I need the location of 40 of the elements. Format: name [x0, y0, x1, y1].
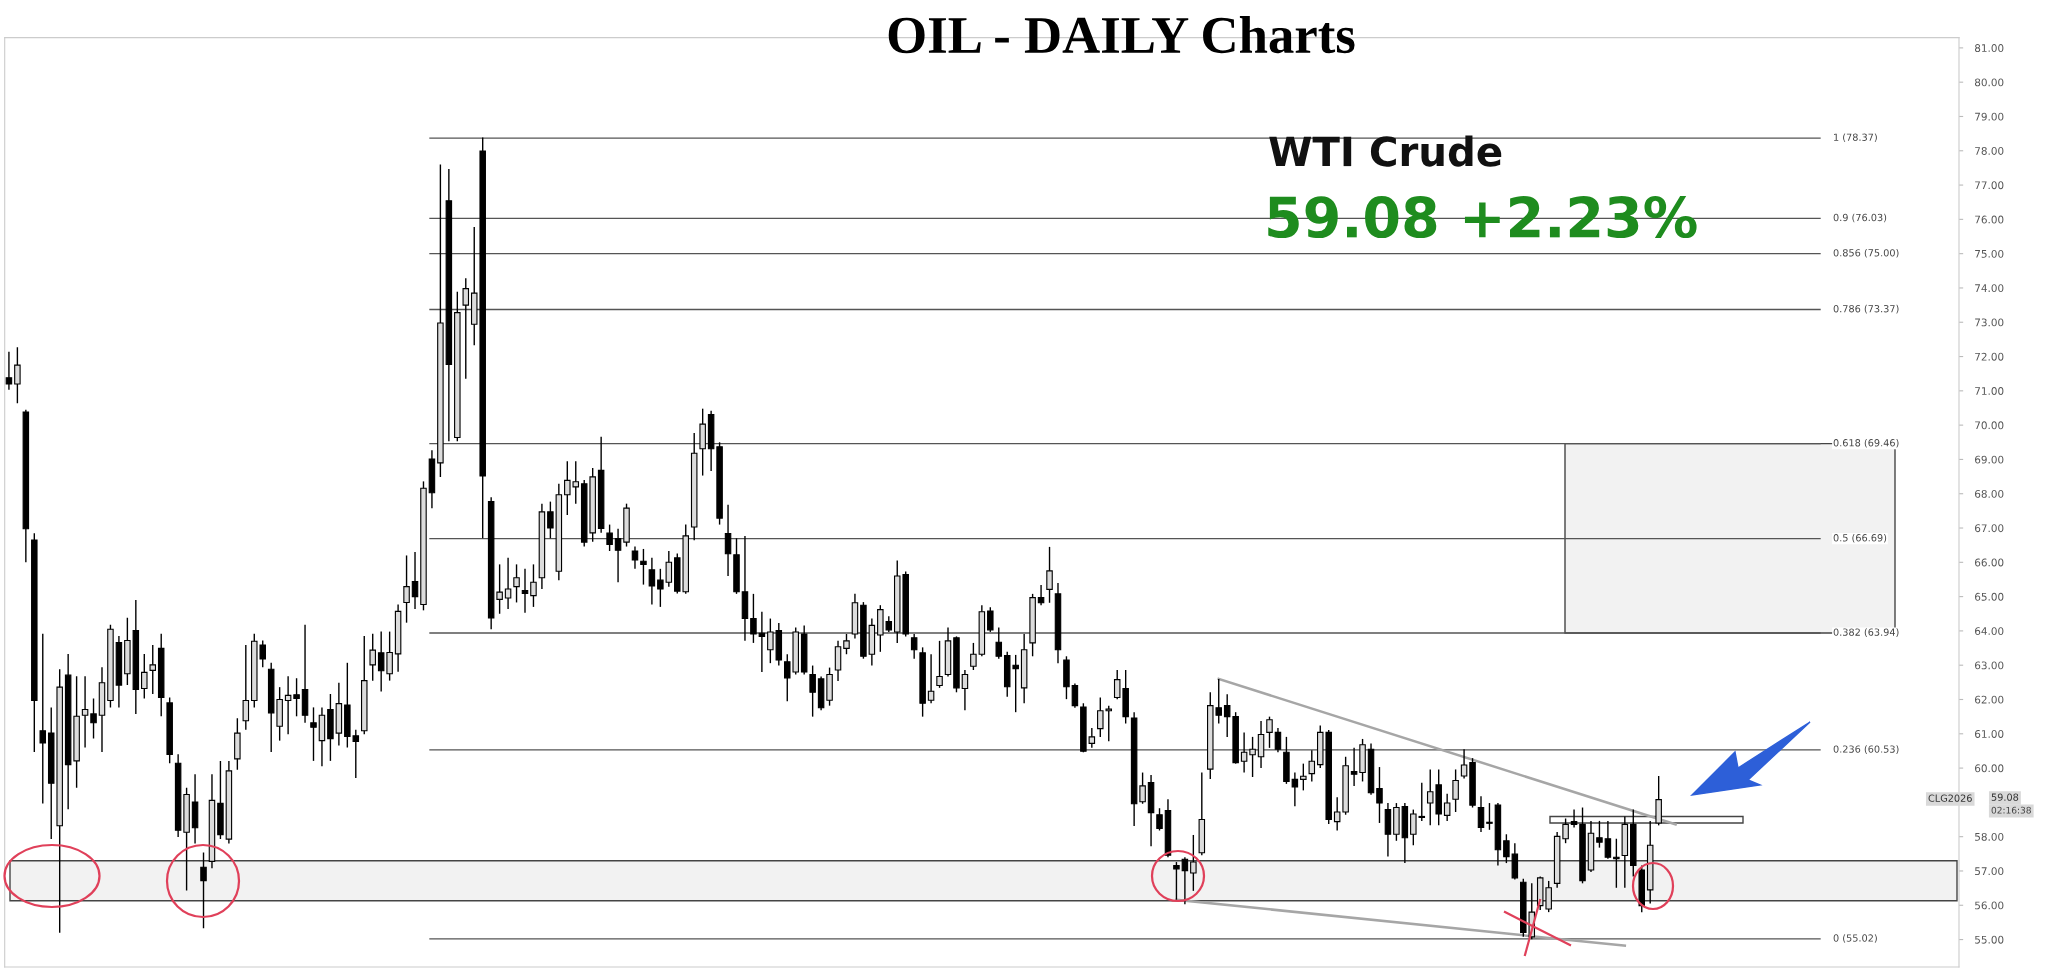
- y-tick-label: 74.00: [1975, 284, 2004, 293]
- text: 59.08: [1991, 793, 2019, 801]
- ref-line-label: 1 (78.37): [1834, 133, 1877, 143]
- y-tick-label: 55.00: [1975, 935, 2004, 944]
- y-tick-label: 70.00: [1975, 421, 2004, 430]
- ref-line-label: 0 (55.02): [1833, 934, 1877, 943]
- y-tick-label: 77.00: [1975, 181, 2004, 190]
- ref-line-label: 0.5 (66.69): [1833, 533, 1887, 543]
- y-tick-label: 56.00: [1975, 901, 2004, 910]
- y-tick-label: 66.00: [1975, 558, 2004, 567]
- y-tick-label: 64.00: [1975, 627, 2004, 636]
- ref-line-label: 0.236 (60.53): [1833, 745, 1899, 754]
- y-tick-label: 76.00: [1975, 215, 2004, 224]
- chart-title: OIL - DAILY Charts: [888, 16, 1355, 54]
- y-tick-label: 57.00: [1975, 867, 2004, 876]
- y-tick-label: 67.00: [1975, 524, 2004, 533]
- ref-line-label: 0.382 (63.94): [1833, 628, 1899, 637]
- y-tick-label: 80.00: [1974, 78, 2004, 87]
- y-tick-label: 72.00: [1975, 352, 2004, 361]
- y-tick-label: 62.00: [1975, 695, 2004, 704]
- y-tick-label: 78.00: [1975, 147, 2004, 155]
- y-tick-label: 69.00: [1975, 455, 2004, 464]
- y-tick-label: 71.00: [1975, 387, 2004, 395]
- y-tick-label: 81.00: [1974, 44, 2004, 52]
- y-tick-label: 68.00: [1975, 489, 2004, 498]
- ref-line-label: 0.856 (75.00): [1833, 248, 1899, 258]
- ref-line-label: 0.786 (73.37): [1833, 304, 1899, 314]
- y-tick-label: 75.00: [1975, 249, 2004, 258]
- text: 02:16:38: [1991, 806, 2031, 814]
- y-tick-label: 58.00: [1975, 832, 2004, 841]
- y-tick-label: 60.00: [1975, 764, 2004, 773]
- annotation: WTI Crude: [1269, 135, 1502, 167]
- ref-line-label: 0.618 (69.46): [1833, 438, 1899, 448]
- y-tick-label: 79.00: [1975, 112, 2004, 121]
- y-tick-label: 65.00: [1975, 592, 2004, 601]
- y-tick-label: 61.00: [1975, 730, 2004, 738]
- y-tick-label: 63.00: [1975, 661, 2004, 670]
- ref-line-label: 0.9 (76.03): [1833, 213, 1887, 223]
- annotation: CLG2026: [1928, 794, 1972, 802]
- y-tick-label: 73.00: [1975, 318, 2004, 327]
